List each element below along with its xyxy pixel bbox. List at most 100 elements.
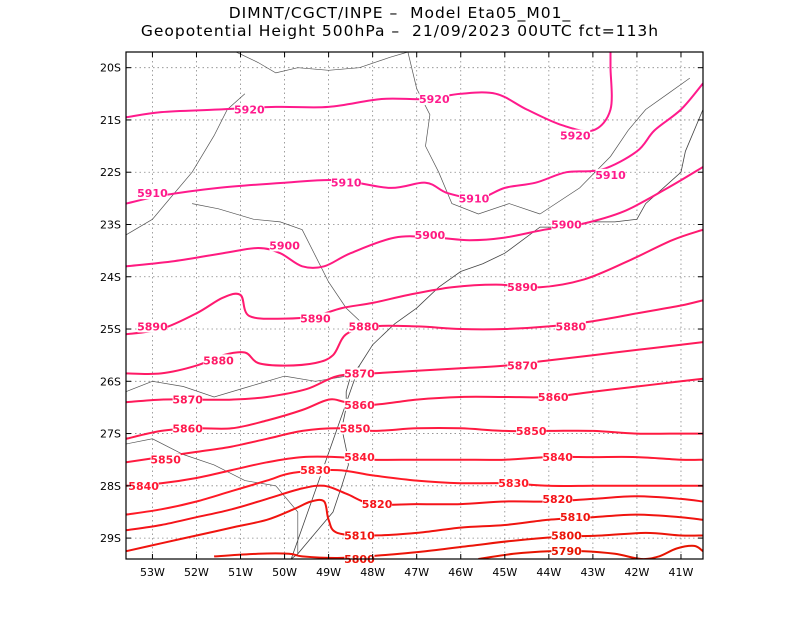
contour-label: 5880 bbox=[203, 354, 234, 367]
lat-tick-label: 28S bbox=[100, 480, 121, 493]
contour-label: 5870 bbox=[344, 367, 375, 380]
lon-tick-label: 49W bbox=[316, 566, 341, 579]
contour-label: 5920 bbox=[560, 130, 591, 143]
contour-label-bg bbox=[542, 492, 573, 505]
state-border bbox=[192, 203, 369, 330]
contour-5910 bbox=[126, 82, 703, 205]
grid-lines bbox=[126, 52, 703, 559]
contour-5850 bbox=[126, 427, 703, 464]
contour-label: 5850 bbox=[516, 425, 547, 438]
contour-label: 5880 bbox=[349, 320, 380, 333]
title-line-2: Geopotential Height 500hPa – 21/09/2023 … bbox=[140, 22, 660, 40]
lat-tick-label: 22S bbox=[100, 166, 121, 179]
contour-label: 5810 bbox=[344, 529, 375, 542]
plot-frame bbox=[125, 51, 704, 560]
lat-tick-label: 29S bbox=[100, 532, 121, 545]
contour-label-bg bbox=[419, 93, 450, 106]
contour-label-bg bbox=[555, 320, 586, 333]
contour-label-bg bbox=[172, 422, 203, 435]
contour-labels: 5920 5920 5920 5910 5910 5910 5910 5900 5900 5900… bbox=[128, 93, 626, 566]
lat-tick-label: 27S bbox=[100, 428, 121, 441]
contour-5860 bbox=[126, 377, 703, 440]
contour-label-bg bbox=[498, 477, 529, 490]
contour-label: 5890 bbox=[507, 281, 538, 294]
lon-tick-label: 42W bbox=[624, 566, 649, 579]
contour-label-bg bbox=[551, 218, 582, 231]
contour-label-bg bbox=[344, 398, 375, 411]
contour-label: 5840 bbox=[344, 451, 375, 464]
contour-label-bg bbox=[172, 393, 203, 406]
lat-tick-label: 24S bbox=[100, 271, 121, 284]
contour-label-bg bbox=[595, 168, 626, 181]
contour-label-bg bbox=[150, 453, 181, 466]
contour-label: 5790 bbox=[551, 545, 582, 558]
contour-label-bg bbox=[516, 424, 547, 437]
contour-label: 5860 bbox=[538, 391, 569, 404]
contour-label-bg bbox=[128, 479, 159, 492]
contour-label: 5820 bbox=[542, 493, 573, 506]
lon-tick-label: 48W bbox=[360, 566, 385, 579]
contour-label-bg bbox=[234, 103, 265, 116]
contour-label-bg bbox=[137, 320, 168, 333]
contour-label: 5910 bbox=[331, 177, 362, 190]
contour-label-bg bbox=[560, 511, 591, 524]
state-border bbox=[126, 438, 299, 554]
contour-5790 bbox=[478, 544, 703, 559]
contour-label-bg bbox=[203, 354, 234, 367]
title-line-1: DIMNT/CGCT/INPE – Model Eta05_M01_ bbox=[228, 4, 572, 22]
contour-label-bg bbox=[414, 228, 445, 241]
contour-label: 5830 bbox=[300, 464, 331, 477]
contour-5890 bbox=[126, 228, 703, 336]
lat-tick-label: 20S bbox=[100, 62, 121, 75]
contour-label: 5890 bbox=[300, 313, 331, 326]
contour-label-bg bbox=[137, 187, 168, 200]
contour-label: 5870 bbox=[172, 394, 203, 407]
lon-tick-label: 46W bbox=[448, 566, 473, 579]
contour-label-bg bbox=[300, 464, 331, 477]
lon-tick-label: 53W bbox=[140, 566, 165, 579]
contour-label: 5840 bbox=[128, 480, 159, 493]
contour-label: 5910 bbox=[137, 187, 168, 200]
contour-label: 5880 bbox=[556, 320, 587, 333]
contour-label-bg bbox=[331, 176, 362, 189]
lon-tick-label: 44W bbox=[536, 566, 561, 579]
contour-label-bg bbox=[507, 281, 538, 294]
contour-label-bg bbox=[344, 367, 375, 380]
contour-label: 5920 bbox=[419, 93, 450, 106]
contour-label: 5920 bbox=[234, 103, 265, 116]
chart-title: DIMNT/CGCT/INPE – Model Eta05_M01_ Geopo… bbox=[0, 4, 800, 40]
state-border bbox=[539, 77, 691, 215]
contour-5870 bbox=[126, 341, 703, 404]
contour-label: 5900 bbox=[269, 239, 300, 252]
contour-5820 bbox=[126, 484, 703, 532]
contour-label-bg bbox=[340, 422, 371, 435]
lon-tick-label: 51W bbox=[228, 566, 253, 579]
contour-label: 5870 bbox=[507, 360, 538, 373]
state-border bbox=[126, 375, 347, 398]
contour-label: 5850 bbox=[150, 454, 181, 467]
contour-label: 5900 bbox=[551, 218, 582, 231]
contour-label-bg bbox=[300, 312, 331, 325]
contour-label-bg bbox=[269, 239, 300, 252]
lon-tick-label: 41W bbox=[669, 566, 694, 579]
contour-5800 bbox=[214, 531, 703, 559]
contour-5920 bbox=[126, 52, 613, 133]
contour-label-bg bbox=[542, 451, 573, 464]
contour-label-bg bbox=[560, 129, 591, 142]
contour-label-bg bbox=[362, 498, 393, 511]
lon-tick-label: 45W bbox=[492, 566, 517, 579]
contour-label-bg bbox=[551, 529, 582, 542]
contour-label-bg bbox=[348, 320, 379, 333]
lon-tick-label: 52W bbox=[184, 566, 209, 579]
lat-tick-label: 21S bbox=[100, 114, 121, 127]
contour-label: 5800 bbox=[551, 529, 582, 542]
lon-tick-label: 50W bbox=[272, 566, 297, 579]
contour-5840 bbox=[126, 455, 703, 487]
lat-tick-label: 26S bbox=[100, 375, 121, 388]
contour-label: 5890 bbox=[137, 320, 168, 333]
geography-lines bbox=[126, 52, 703, 559]
contour-label: 5810 bbox=[560, 511, 591, 524]
state-border bbox=[407, 52, 541, 215]
lat-tick-label: 25S bbox=[100, 323, 121, 336]
